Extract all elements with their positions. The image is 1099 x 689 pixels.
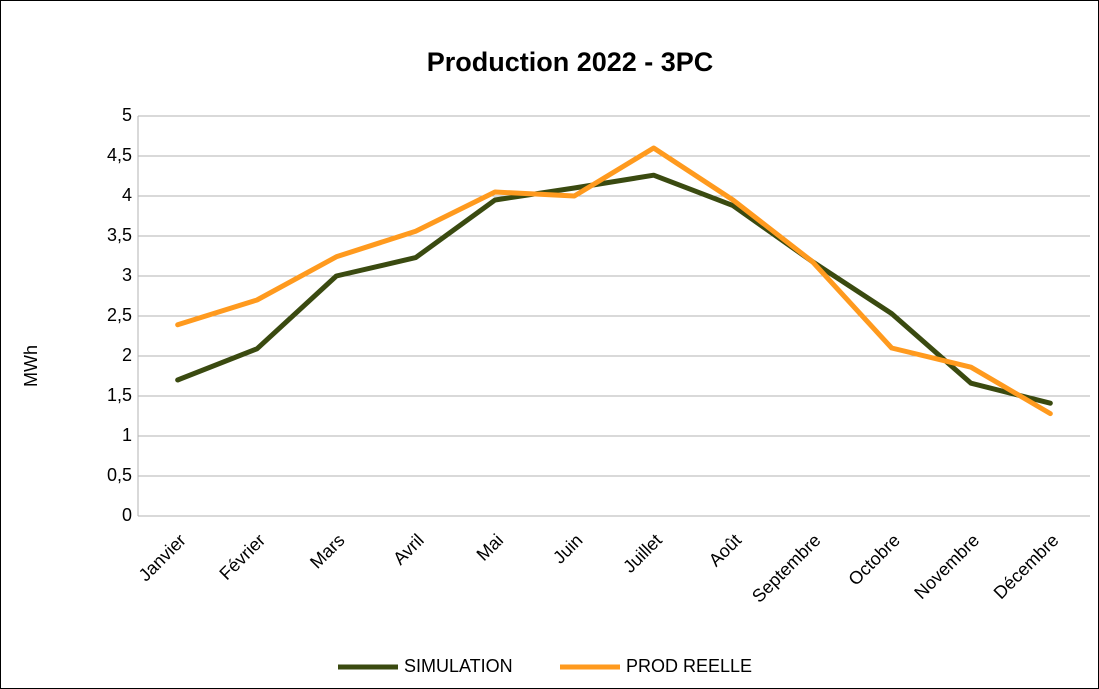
data-line bbox=[175, 145, 1053, 417]
y-tick-label: 0,5 bbox=[107, 465, 132, 485]
legend-label: PROD REELLE bbox=[626, 656, 752, 676]
data-line bbox=[175, 172, 1053, 406]
y-tick-label: 4,5 bbox=[107, 145, 132, 165]
chart-title: Production 2022 - 3PC bbox=[427, 47, 714, 77]
y-tick-label: 2 bbox=[122, 345, 132, 365]
y-tick-label: 3 bbox=[122, 265, 132, 285]
legend-label: SIMULATION bbox=[404, 656, 513, 676]
y-tick-label: 5 bbox=[122, 105, 132, 125]
y-tick-label: 1,5 bbox=[107, 385, 132, 405]
y-axis-label: MWh bbox=[21, 345, 41, 387]
y-tick-label: 1 bbox=[122, 425, 132, 445]
y-tick-label: 3,5 bbox=[107, 225, 132, 245]
y-tick-label: 0 bbox=[122, 505, 132, 525]
y-tick-label: 4 bbox=[122, 185, 132, 205]
y-tick-label: 2,5 bbox=[107, 305, 132, 325]
